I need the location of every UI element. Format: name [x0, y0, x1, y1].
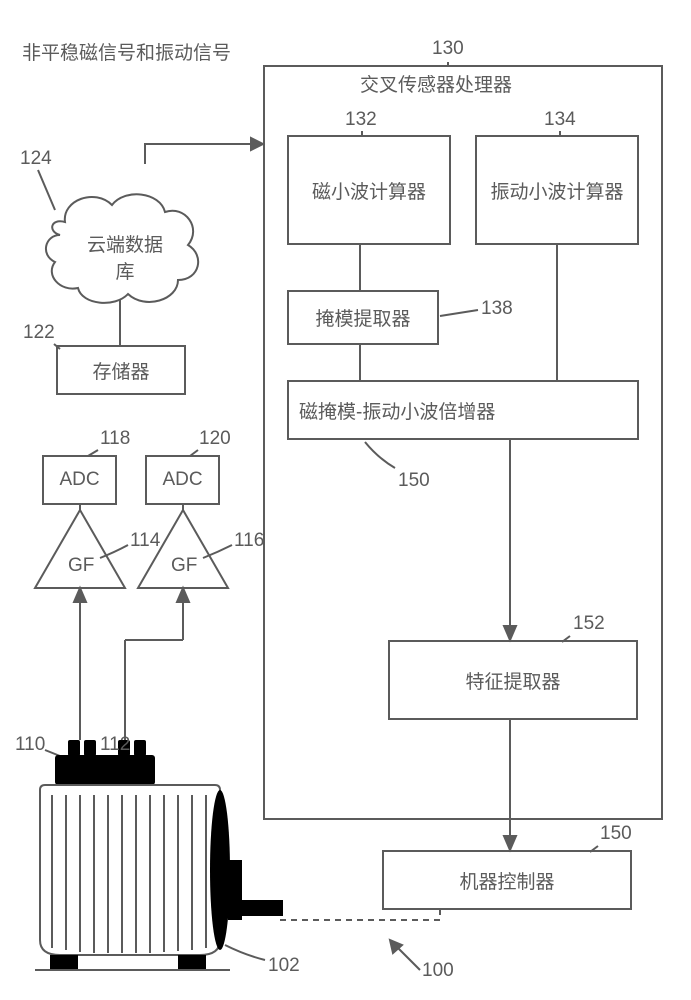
label-130: 130 — [432, 38, 464, 60]
feature-extractor-text: 特征提取器 — [465, 667, 560, 694]
memory-text: 存储器 — [92, 357, 149, 384]
label-134: 134 — [544, 109, 576, 131]
label-110: 110 — [15, 734, 45, 756]
label-152: 152 — [573, 613, 605, 635]
label-116: 116 — [234, 530, 264, 552]
gf2-text: GF — [171, 555, 197, 577]
title-text-content: 非平稳磁信号和振动信号 — [22, 43, 231, 64]
machine-controller-box: 机器控制器 — [382, 850, 632, 910]
label-150b: 150 — [600, 823, 632, 845]
vib-wavelet-text: 振动小波计算器 — [490, 177, 623, 204]
adc1-box: ADC — [42, 455, 117, 505]
label-138: 138 — [481, 298, 513, 320]
label-132: 132 — [345, 109, 377, 131]
mask-extractor-box: 掩模提取器 — [287, 290, 439, 345]
label-122: 122 — [23, 322, 55, 344]
label-118: 118 — [100, 428, 130, 450]
adc2-box: ADC — [145, 455, 220, 505]
label-112: 112 — [100, 734, 130, 756]
processor-title: 交叉传感器处理器 — [360, 70, 512, 97]
label-150a: 150 — [398, 470, 430, 492]
adc1-text: ADC — [59, 469, 99, 491]
multiplier-box: 磁掩模-振动小波倍增器 — [287, 380, 639, 440]
memory-box: 存储器 — [56, 345, 186, 395]
label-120: 120 — [199, 428, 231, 450]
vib-wavelet-box: 振动小波计算器 — [475, 135, 639, 245]
mag-wavelet-box: 磁小波计算器 — [287, 135, 451, 245]
machine-controller-text: 机器控制器 — [459, 867, 554, 894]
title-text: 非平稳磁信号和振动信号 — [22, 38, 237, 65]
mag-wavelet-text: 磁小波计算器 — [312, 177, 426, 204]
gf1-text: GF — [68, 555, 94, 577]
cloud-text: 云端数据库 — [85, 230, 165, 284]
adc2-text: ADC — [162, 469, 202, 491]
feature-extractor-box: 特征提取器 — [388, 640, 638, 720]
motor-drawing — [35, 740, 283, 970]
label-100: 100 — [422, 960, 454, 982]
label-114: 114 — [130, 530, 160, 552]
multiplier-text: 磁掩模-振动小波倍增器 — [299, 397, 495, 424]
label-124: 124 — [20, 148, 52, 170]
mask-extractor-text: 掩模提取器 — [315, 304, 410, 331]
label-102: 102 — [268, 955, 300, 977]
